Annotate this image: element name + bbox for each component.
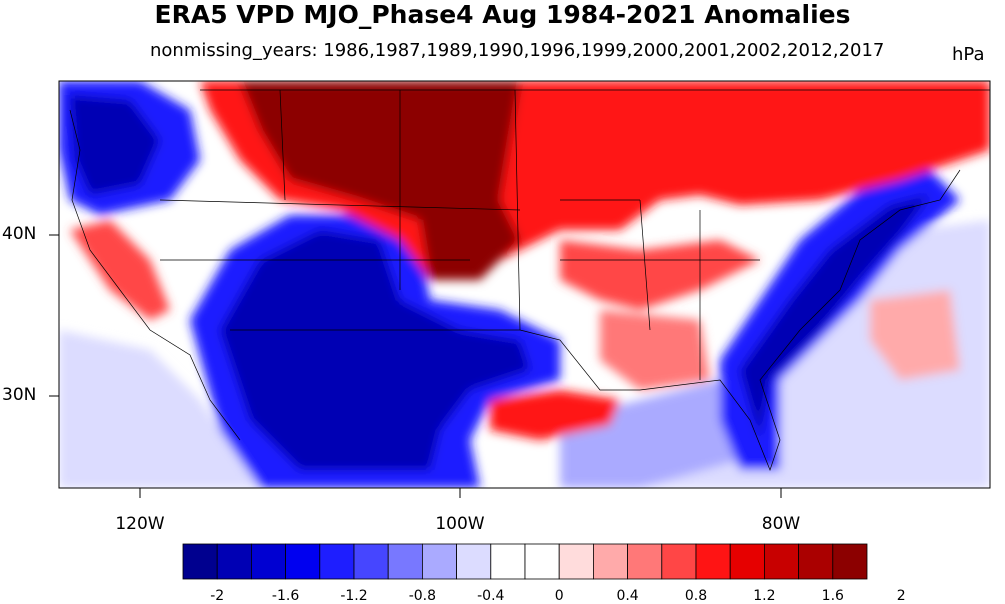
anomaly-region-eastcoast-deep [740, 195, 930, 440]
colorbar [182, 543, 868, 580]
colorbar-box [524, 543, 560, 580]
colorbar-box [387, 543, 423, 580]
colorbar-box [421, 543, 457, 580]
colorbar-tick-label: -0.8 [408, 588, 437, 604]
colorbar-box [593, 543, 629, 580]
lon-label-100w: 100W [435, 514, 485, 534]
colorbar-box [250, 543, 286, 580]
colorbar-box [216, 543, 252, 580]
colorbar-box [798, 543, 834, 580]
lat-label-30n: 30N [2, 385, 37, 405]
colorbar-box [558, 543, 594, 580]
anomaly-region-northwest-deep [70, 95, 160, 195]
units-label: hPa [952, 44, 985, 65]
colorbar-box [661, 543, 697, 580]
lat-label-40n: 40N [2, 224, 37, 244]
lon-label-120w: 120W [115, 514, 165, 534]
colorbar-tick-label: 0 [554, 588, 564, 604]
colorbar-tick-label: 0.4 [616, 588, 639, 604]
colorbar-box [319, 543, 355, 580]
anomaly-region-eastcoast-blue [720, 170, 960, 470]
plot-title: ERA5 VPD MJO_Phase4 Aug 1984-2021 Anomal… [154, 0, 851, 29]
colorbar-box [695, 543, 731, 580]
lon-label-80w: 80W [761, 514, 801, 534]
axis-ticks [49, 234, 782, 498]
colorbar-tick-label: 1.6 [821, 588, 844, 604]
colorbar-box [627, 543, 663, 580]
map-frame [58, 80, 991, 489]
anomaly-region-atlantic-pink [870, 290, 960, 380]
colorbar-box [490, 543, 526, 580]
colorbar-tick-label: -1.6 [271, 588, 300, 604]
map-field [59, 81, 990, 488]
colorbar-tick-label: -2 [210, 588, 225, 604]
colorbar-box [353, 543, 389, 580]
colorbar-tick-label: 0.8 [684, 588, 708, 604]
boundary-lines [69, 89, 990, 472]
anomaly-region-southwest-deep [220, 230, 530, 470]
anomaly-region-pacific-pale [59, 330, 260, 488]
anomaly-region-gulf-pale [560, 380, 740, 488]
colorbar-box [182, 543, 218, 580]
colorbar-box [729, 543, 765, 580]
colorbar-tick-label: -0.4 [477, 588, 505, 604]
anomaly-region-southeast-pink [600, 310, 710, 390]
anomaly-region-north-deepred [240, 81, 520, 280]
anomaly-region-central-red [560, 240, 760, 310]
anomaly-region-california-red [70, 220, 170, 320]
colorbar-tick-label: 2 [896, 588, 906, 604]
colorbar-box [285, 543, 321, 580]
colorbar-box [832, 543, 868, 580]
plot-subtitle: nonmissing_years: 1986,1987,1989,1990,19… [150, 40, 885, 61]
colorbar-box [764, 543, 800, 580]
colorbar-box [456, 543, 492, 580]
colorbar-tick-label: 1.2 [753, 588, 776, 604]
colorbar-tick-label: -1.2 [340, 588, 368, 604]
anomaly-region-texas-red [490, 390, 620, 440]
